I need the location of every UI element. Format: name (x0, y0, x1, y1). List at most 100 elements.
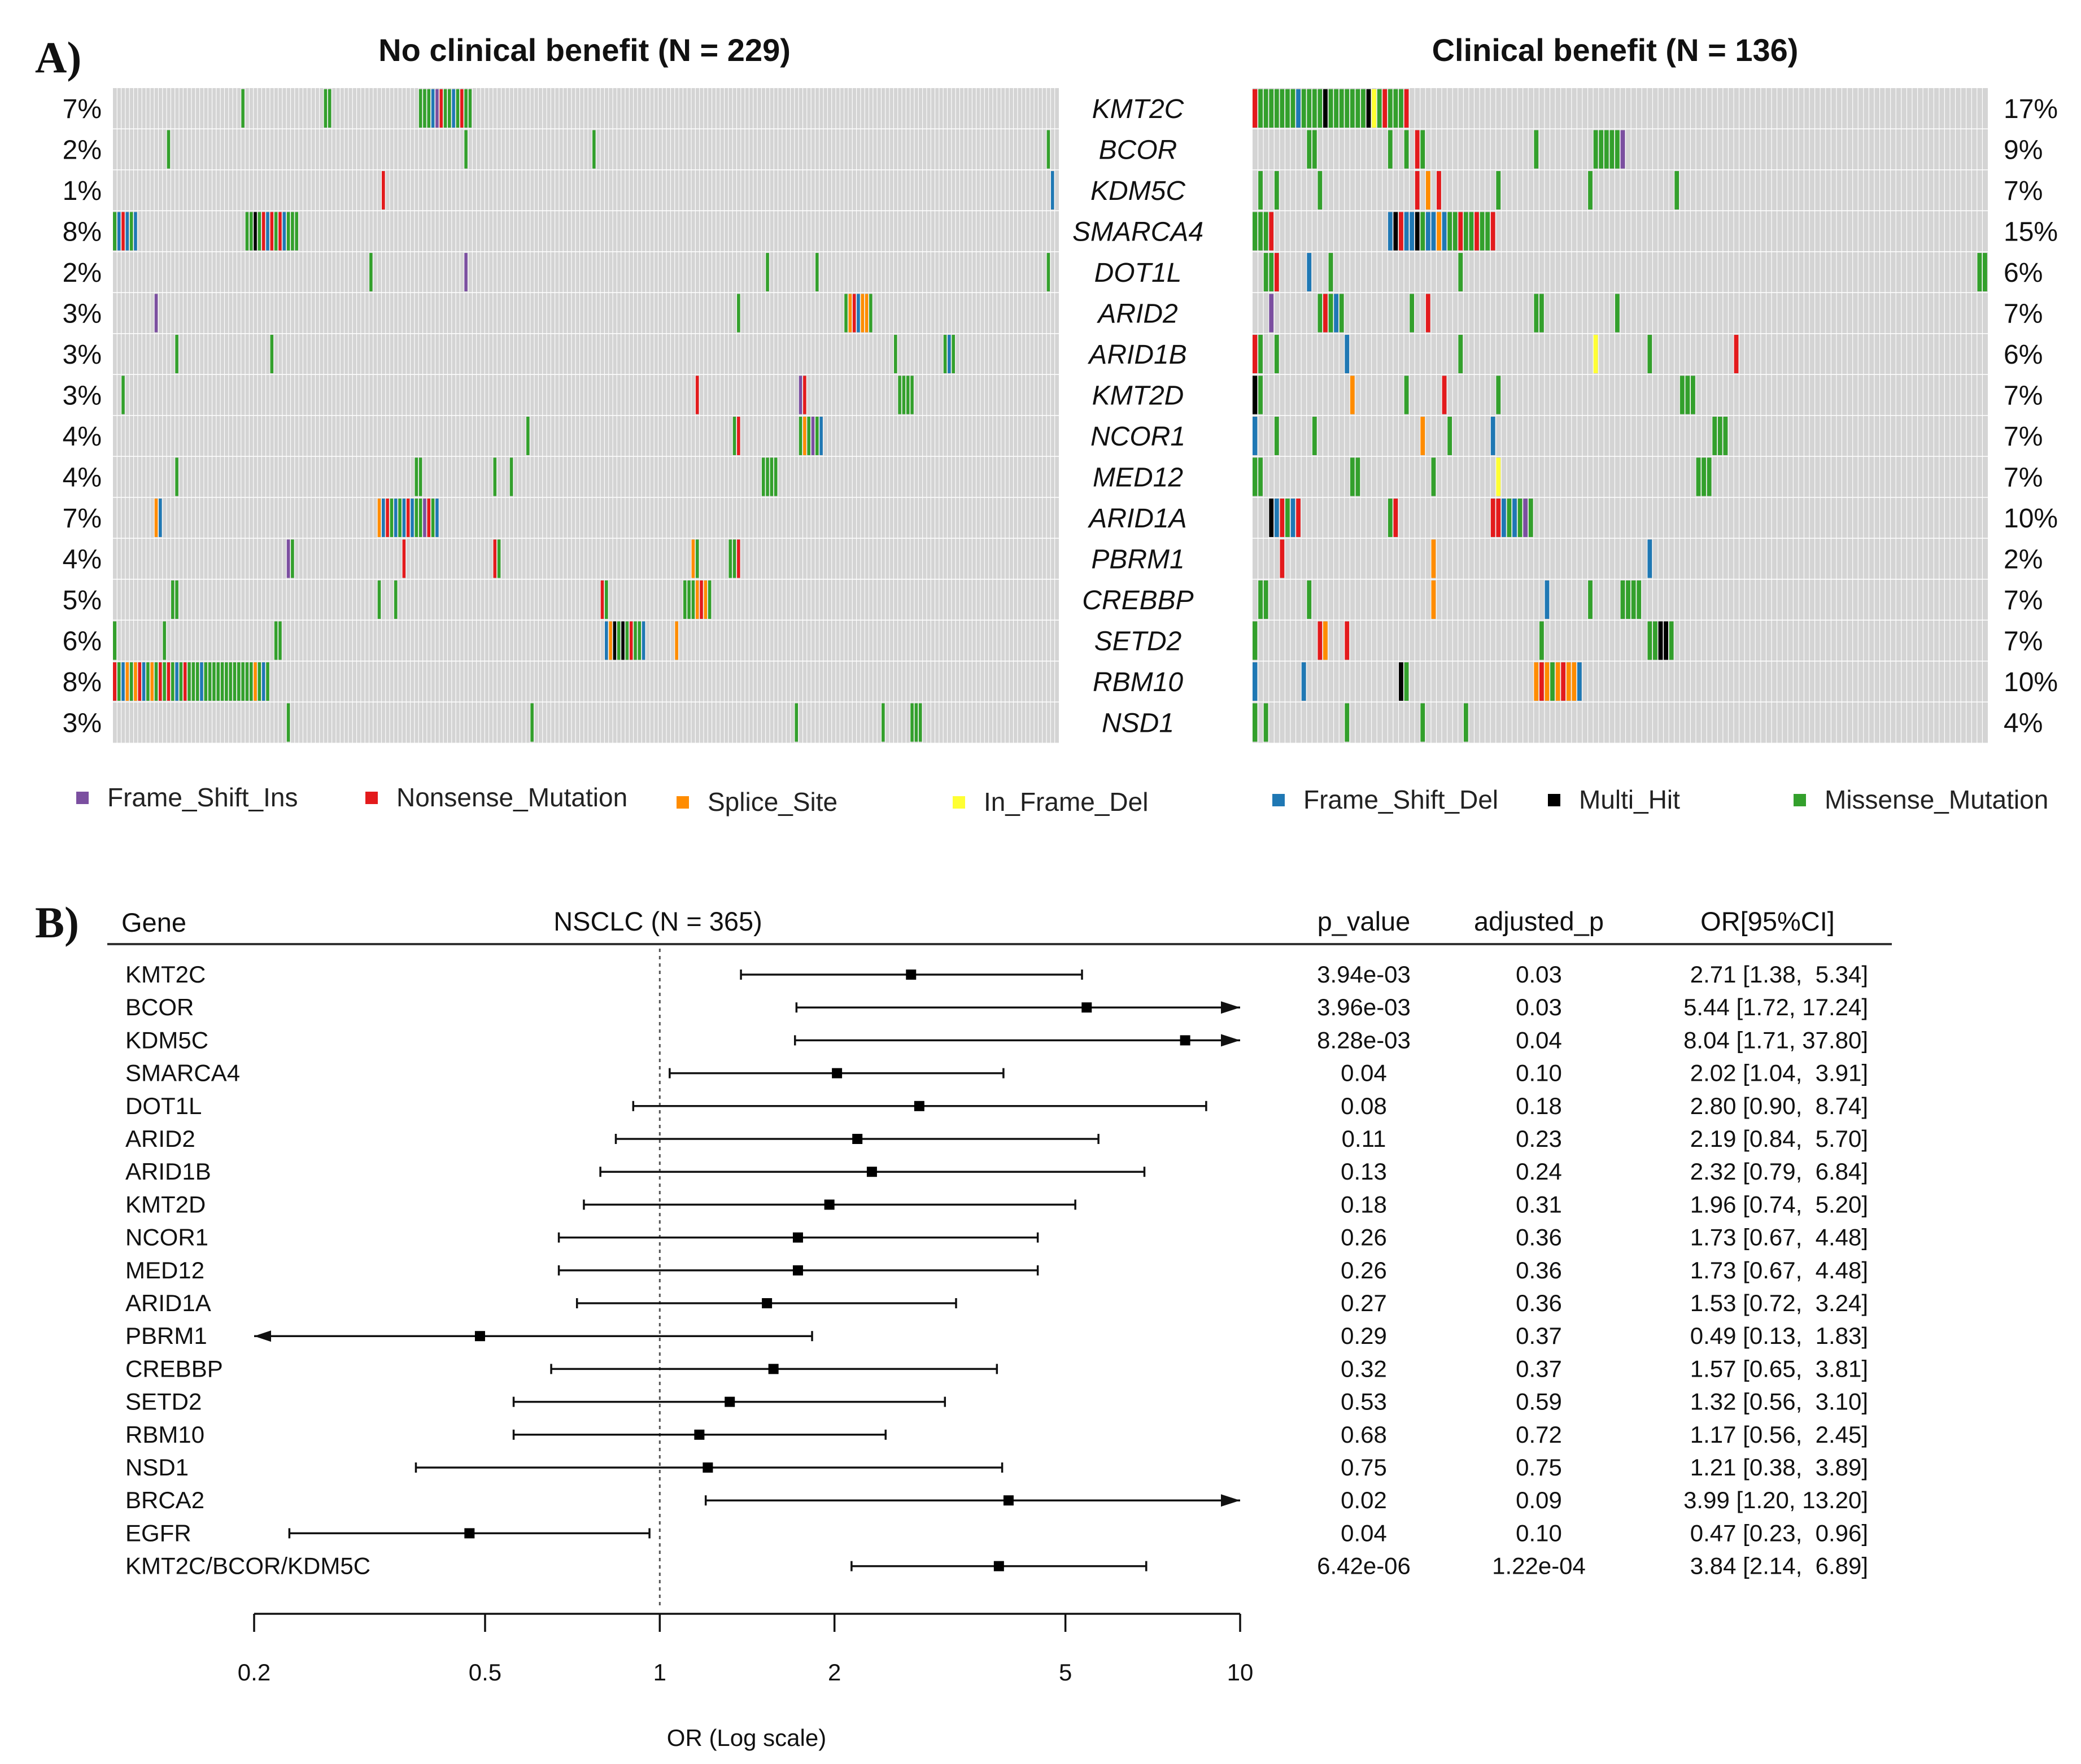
left-track-crebbp (113, 579, 1059, 620)
forest-gene-bcor: BCOR (125, 994, 194, 1020)
legend-label-multi-hit: Multi_Hit (1579, 785, 1680, 814)
header-or-ci: OR[95%CI] (1700, 906, 1835, 936)
right-mutation-cell (1263, 89, 1268, 128)
left-mutation-cell (509, 457, 513, 496)
or-point-setd2 (725, 1396, 735, 1407)
left-mutation-cell (328, 89, 331, 128)
left-mutation-cell (129, 662, 133, 701)
right-mutation-cell (1512, 499, 1517, 537)
or-point-brca2 (1003, 1495, 1014, 1506)
left-mutation-cell (150, 662, 154, 701)
left-mutation-cell (526, 417, 530, 455)
left-mutation-cell (893, 335, 897, 373)
left-mutation-cell (171, 662, 174, 701)
left-mutation-cell (258, 662, 261, 701)
or-ci-ncor1: 1.73 [0.67, 4.48] (1690, 1224, 1868, 1251)
left-mutation-cell (174, 457, 178, 496)
right-mutation-cell (1404, 212, 1409, 251)
left-mutation-cell (869, 294, 872, 333)
right-mutation-cell (1625, 580, 1630, 619)
left-mutation-cell (774, 457, 778, 496)
p-value-bcor: 3.96e-03 (1317, 994, 1411, 1020)
right-mutation-cell (1442, 212, 1447, 251)
right-mutation-cell (1415, 212, 1420, 251)
right-mutation-cell (1598, 130, 1604, 169)
right-mutation-cell (1328, 253, 1333, 291)
gene-label-kdm5c: KDM5C (1090, 176, 1185, 206)
gene-label-kmt2c: KMT2C (1092, 94, 1184, 124)
left-mutation-cell (815, 253, 819, 291)
left-mutation-cell (422, 89, 426, 128)
right-mutation-cell (1679, 375, 1685, 414)
or-point-arid2 (852, 1134, 863, 1144)
left-mutation-cell (274, 212, 278, 251)
left-mutation-cell (906, 375, 910, 414)
left-mutation-cell (208, 662, 212, 701)
legend-swatch-in-frame-del (953, 796, 965, 809)
left-mutation-cell (431, 499, 435, 537)
left-mutation-cell (691, 539, 695, 578)
right-mutation-cell (1323, 89, 1328, 128)
left-mutation-cell (220, 662, 224, 701)
forest-gene-kmt2c-bcor-kdm5c: KMT2C/BCOR/KDM5C (125, 1553, 370, 1579)
left-mutation-cell (460, 89, 464, 128)
left-pct-pbrm1: 4% (63, 545, 102, 575)
or-point-bcor (1081, 1002, 1092, 1013)
forest-gene-kmt2c: KMT2C (125, 961, 206, 988)
left-mutation-cell (113, 662, 117, 701)
gene-label-bcor: BCOR (1099, 136, 1177, 165)
left-mutation-cell (799, 375, 802, 414)
left-mutation-cell (910, 703, 914, 742)
right-mutation-cell (1544, 580, 1550, 619)
left-mutation-cell (174, 662, 178, 701)
forest-gene-egfr: EGFR (125, 1520, 191, 1546)
left-mutation-cell (642, 621, 645, 660)
right-mutation-cell (1258, 335, 1263, 373)
left-track-arid2 (113, 292, 1059, 334)
right-mutation-cell (1253, 212, 1258, 251)
header-p-value: p_value (1317, 906, 1411, 936)
left-mutation-cell (683, 580, 687, 619)
right-mutation-cell (1388, 89, 1393, 128)
right-mutation-cell (1268, 253, 1274, 291)
right-mutation-cell (1982, 253, 1987, 291)
left-mutation-cell (736, 417, 740, 455)
right-mutation-cell (1420, 703, 1425, 742)
forest-gene-kdm5c: KDM5C (125, 1027, 208, 1053)
right-mutation-cell (1555, 662, 1560, 701)
left-mutation-cell (286, 539, 290, 578)
right-pct-kmt2d: 7% (2004, 381, 2043, 411)
left-mutation-cell (158, 662, 162, 701)
right-mutation-cell (1690, 375, 1695, 414)
left-mutation-cell (249, 212, 253, 251)
x-tick-label: 1 (653, 1659, 666, 1686)
p-value-arid1a: 0.27 (1341, 1290, 1387, 1316)
p-value-arid2: 0.11 (1342, 1125, 1386, 1152)
right-mutation-cell (1674, 171, 1679, 209)
right-pct-crebbp: 7% (2004, 586, 2043, 615)
left-mutation-cell (456, 89, 460, 128)
left-mutation-cell (464, 130, 468, 169)
left-mutation-cell (617, 621, 621, 660)
or-ci-rbm10: 1.17 [0.56, 2.45] (1690, 1421, 1868, 1448)
p-value-rbm10: 0.68 (1341, 1421, 1387, 1448)
right-mutation-cell (1533, 294, 1539, 333)
right-mutation-cell (1268, 499, 1274, 537)
right-mutation-cell (1253, 621, 1258, 660)
left-pct-dot1l: 2% (63, 258, 102, 288)
left-mutation-cell (629, 621, 633, 660)
right-mutation-cell (1404, 89, 1409, 128)
right-mutation-cell (1258, 457, 1263, 496)
left-mutation-cell (856, 294, 860, 333)
left-mutation-cell (852, 294, 856, 333)
left-mutation-cell (695, 580, 699, 619)
left-mutation-cell (402, 539, 406, 578)
right-mutation-cell (1501, 499, 1506, 537)
forest-gene-brca2: BRCA2 (125, 1487, 204, 1513)
right-mutation-cell (1344, 703, 1350, 742)
or-ci-med12: 1.73 [0.67, 4.48] (1690, 1257, 1868, 1283)
right-mutation-cell (1533, 130, 1539, 169)
right-mutation-cell (1977, 253, 1982, 291)
legend-swatch-splice-site (677, 796, 689, 809)
left-mutation-cell (369, 253, 373, 291)
